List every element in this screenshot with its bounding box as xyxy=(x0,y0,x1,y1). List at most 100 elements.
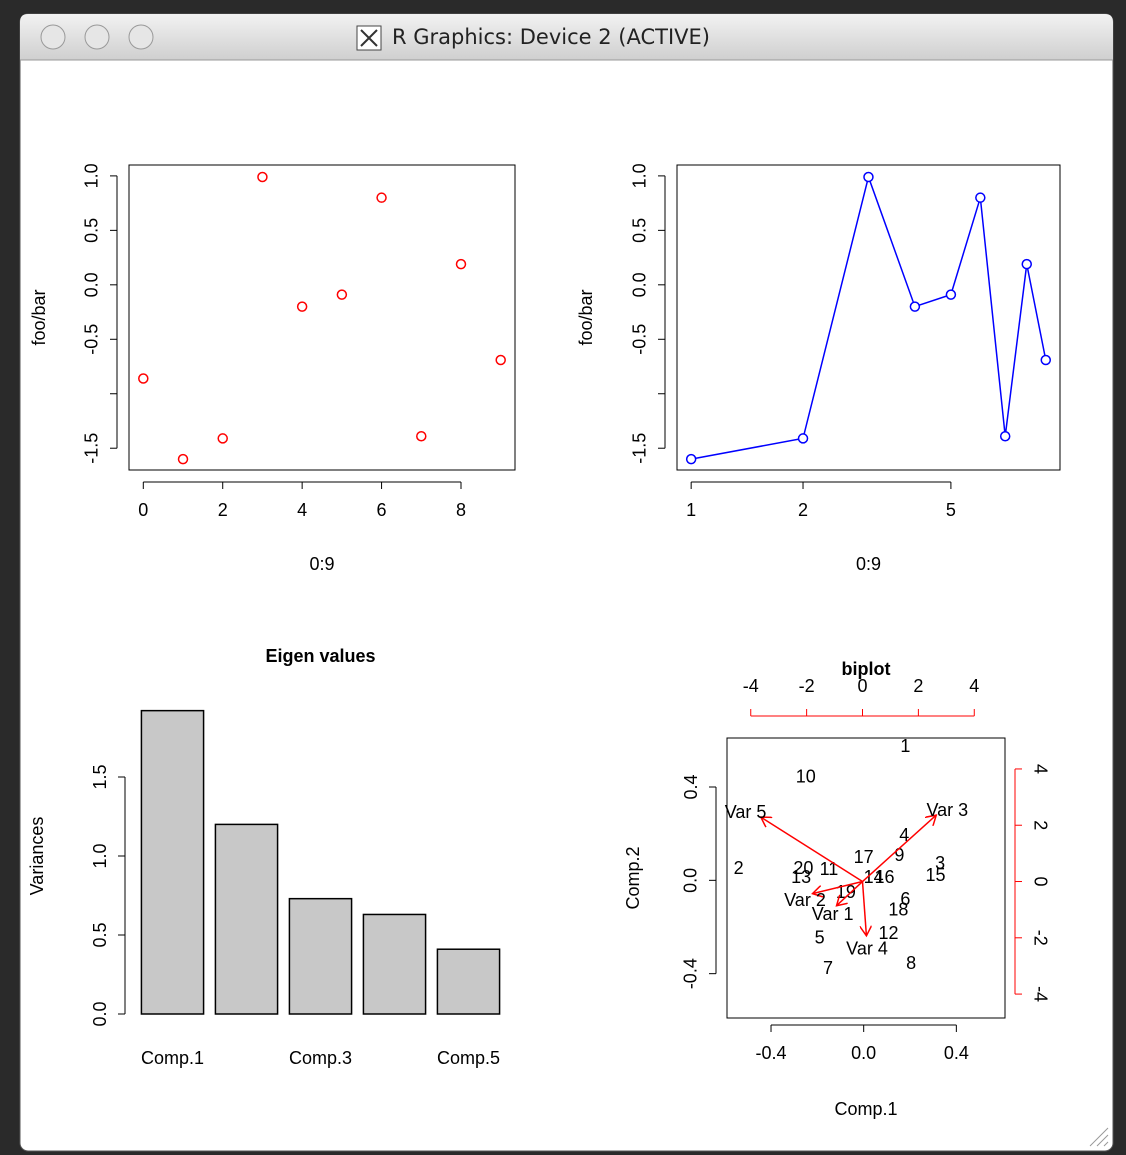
tick-label: -4 xyxy=(1030,986,1050,1002)
point xyxy=(1021,258,1033,270)
observation-label: 17 xyxy=(854,847,874,867)
tick-label: -0.4 xyxy=(681,958,701,989)
point xyxy=(999,430,1011,442)
resize-grip[interactable] xyxy=(1089,1127,1109,1147)
tick-label: 2 xyxy=(218,500,228,520)
observation-label: 3 xyxy=(935,853,945,873)
category-label: Comp.5 xyxy=(437,1048,500,1068)
window-title: R Graphics: Device 2 (ACTIVE) xyxy=(392,25,710,49)
tick-label: 5 xyxy=(946,500,956,520)
point xyxy=(376,192,387,203)
observation-label: 15 xyxy=(925,865,945,885)
loading-arrow xyxy=(837,880,864,906)
tick-label: 2 xyxy=(798,500,808,520)
loading-label: Var 2 xyxy=(784,890,826,910)
tick-label: 0.0 xyxy=(681,868,701,893)
observation-label: 12 xyxy=(878,923,898,943)
tick-label: -1.5 xyxy=(82,433,102,464)
tick-label: 1.5 xyxy=(90,764,110,789)
observation-label: 9 xyxy=(894,845,904,865)
point xyxy=(177,453,189,465)
observation-label: 11 xyxy=(820,859,839,879)
tick-label: 0.0 xyxy=(90,1001,110,1026)
x-axis-label: Comp.1 xyxy=(834,1099,897,1119)
zoom-button[interactable] xyxy=(128,24,154,50)
observation-label: 5 xyxy=(815,927,825,947)
point xyxy=(336,289,348,300)
observation-label: 14 xyxy=(864,867,884,887)
loading-label: Var 5 xyxy=(725,802,767,822)
chart-title: biplot xyxy=(842,659,891,679)
point xyxy=(138,373,149,384)
observation-label: 6 xyxy=(900,889,910,909)
point xyxy=(296,301,308,312)
observation-label: 16 xyxy=(875,867,895,887)
observation-label: 2 xyxy=(734,858,744,878)
bar xyxy=(362,913,427,1015)
tick-label: 4 xyxy=(969,676,979,696)
chart-title: Eigen values xyxy=(265,646,375,666)
point xyxy=(455,258,467,270)
x-axis-label: 0:9 xyxy=(309,554,334,574)
observation-label: 7 xyxy=(823,958,833,978)
y-axis-label: Comp.2 xyxy=(623,846,643,909)
y-axis-label: foo/bar xyxy=(576,289,596,345)
tick-label: -0.5 xyxy=(82,324,102,355)
tick-label: 0.4 xyxy=(944,1043,969,1063)
tick-label: -0.5 xyxy=(630,324,650,355)
loading-label: Var 4 xyxy=(846,939,888,959)
loading-label: Var 1 xyxy=(812,904,854,924)
tick-label: 8 xyxy=(456,500,466,520)
tick-label: 0.0 xyxy=(82,272,102,297)
bar xyxy=(288,897,353,1015)
plot-box xyxy=(726,737,1006,1019)
observation-label: 8 xyxy=(906,953,916,973)
tick-label: 2 xyxy=(1030,820,1050,830)
bar xyxy=(214,823,279,1015)
x11-icon xyxy=(356,25,382,51)
bar xyxy=(436,948,501,1015)
loading-arrow xyxy=(863,881,867,936)
loading-label: Var 3 xyxy=(926,800,968,820)
tick-label: 0.0 xyxy=(851,1043,876,1063)
observation-label: 18 xyxy=(888,899,908,919)
point xyxy=(217,433,228,444)
tick-label: 0.5 xyxy=(82,218,102,243)
point xyxy=(416,430,427,442)
point xyxy=(495,354,506,366)
tick-label: 1.0 xyxy=(82,163,102,188)
minimize-button[interactable] xyxy=(84,24,110,50)
title-bar xyxy=(20,14,1113,60)
close-button[interactable] xyxy=(40,24,66,50)
point xyxy=(975,192,986,203)
tick-label: 0.5 xyxy=(630,218,650,243)
observation-label: 10 xyxy=(796,766,816,786)
tick-label: 4 xyxy=(1030,764,1050,774)
observation-label: 4 xyxy=(899,825,909,845)
y-axis-label: Variances xyxy=(27,817,47,896)
loading-arrow xyxy=(761,817,863,883)
tick-label: -2 xyxy=(1030,930,1050,946)
tick-label: 0 xyxy=(138,500,148,520)
tick-label: 0 xyxy=(1030,877,1050,887)
tick-label: -2 xyxy=(799,676,815,696)
point xyxy=(863,171,874,183)
loading-arrow xyxy=(862,815,937,883)
point xyxy=(257,171,268,183)
tick-label: 0.0 xyxy=(630,272,650,297)
tick-label: 1 xyxy=(686,500,696,520)
tick-label: -1.5 xyxy=(630,433,650,464)
tick-label: 0.4 xyxy=(681,774,701,799)
point xyxy=(945,289,957,300)
tick-label: 6 xyxy=(377,500,387,520)
tick-label: 0 xyxy=(857,676,867,696)
point xyxy=(1040,354,1052,366)
tick-label: 0.5 xyxy=(90,922,110,947)
tick-label: 2 xyxy=(913,676,923,696)
tick-label: 1.0 xyxy=(630,163,650,188)
x-axis-label: 0:9 xyxy=(856,554,881,574)
observation-label: 13 xyxy=(791,867,811,887)
category-label: Comp.1 xyxy=(141,1048,204,1068)
y-axis-label: foo/bar xyxy=(29,289,49,345)
